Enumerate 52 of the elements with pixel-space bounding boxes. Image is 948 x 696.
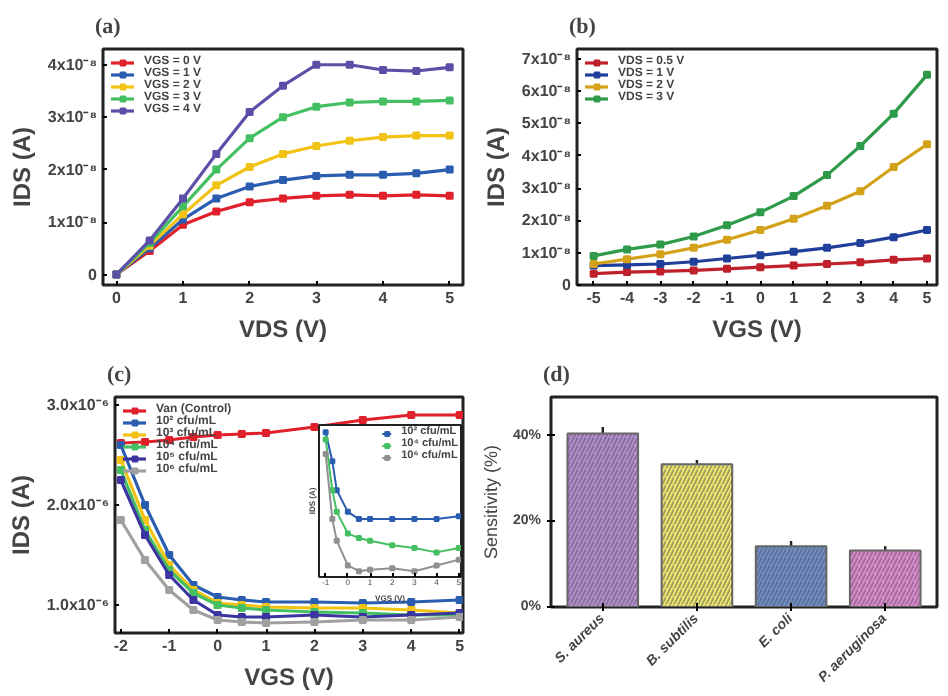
chart-title: (d) xyxy=(543,363,571,387)
y-tick-label: 2.0x10⁻⁶ xyxy=(46,496,110,514)
y-axis-title: IDS (A) xyxy=(481,127,510,207)
y-tick-label: 2x10⁻⁸ xyxy=(521,211,572,230)
x-tick-label: -1 xyxy=(162,637,178,655)
y-tick-label: 1x10⁻⁸ xyxy=(47,213,98,232)
chart-title: (a) xyxy=(95,15,122,39)
y-axis-title: IDS (A) xyxy=(6,475,35,555)
x-tick-label: 2 xyxy=(822,289,833,307)
chart-title: (c) xyxy=(107,363,133,387)
y-tick-label: 0 xyxy=(88,265,99,284)
y-tick-label: 0 xyxy=(562,276,573,294)
x-tick-label: 3 xyxy=(311,289,322,307)
y-axis-title: Sensitivity (%) xyxy=(480,444,501,560)
y-tick-label: 6x10⁻⁸ xyxy=(521,82,572,101)
y-tick-label: 7x10⁻⁸ xyxy=(521,49,572,68)
x-tick-label: 1 xyxy=(789,289,800,307)
y-tick-label: 2x10⁻⁸ xyxy=(47,160,98,179)
y-tick-label: 3.0x10⁻⁶ xyxy=(46,396,110,414)
y-axis-title: IDS (A) xyxy=(7,127,36,207)
x-tick-label: 4 xyxy=(378,289,389,307)
x-tick-label: -2 xyxy=(686,289,702,307)
x-tick-label: 5 xyxy=(922,289,933,307)
chart-title: (b) xyxy=(569,15,597,39)
x-axis-title: VGS (V) xyxy=(244,663,334,691)
x-tick-label: 4 xyxy=(406,637,417,655)
y-tick-label: 4x10⁻⁸ xyxy=(521,146,572,165)
y-tick-label: 4x10⁻⁸ xyxy=(47,55,98,74)
y-tick-label: 1.0x10⁻⁶ xyxy=(46,596,110,614)
x-tick-label: 5 xyxy=(445,289,456,307)
x-tick-label: -5 xyxy=(586,289,602,307)
x-tick-label: 1 xyxy=(178,289,189,307)
x-axis-title: VGS (V) xyxy=(712,315,802,343)
x-tick-label: 0 xyxy=(111,289,122,307)
y-tick-label: 3x10⁻⁸ xyxy=(47,108,98,127)
x-tick-label: 1 xyxy=(261,637,272,655)
x-tick-label: 2 xyxy=(309,637,320,655)
y-tick-label: 1x10⁻⁸ xyxy=(521,243,572,262)
x-tick-label: -1 xyxy=(719,289,736,307)
x-tick-label: -3 xyxy=(653,289,669,307)
x-tick-label: 4 xyxy=(889,289,900,307)
x-tick-label: 0 xyxy=(213,637,224,655)
y-tick-label: 5x10⁻⁸ xyxy=(521,114,572,133)
x-tick-label: 3 xyxy=(358,637,369,655)
x-tick-label: -2 xyxy=(113,637,130,655)
x-tick-label: 2 xyxy=(245,289,256,307)
x-axis-title: VDS (V) xyxy=(239,315,328,343)
y-tick-label: 3x10⁻⁸ xyxy=(521,179,572,198)
x-tick-label: 0 xyxy=(755,289,766,307)
x-tick-label: 5 xyxy=(455,637,466,655)
x-tick-label: -4 xyxy=(619,289,636,307)
x-tick-label: 3 xyxy=(855,289,866,307)
